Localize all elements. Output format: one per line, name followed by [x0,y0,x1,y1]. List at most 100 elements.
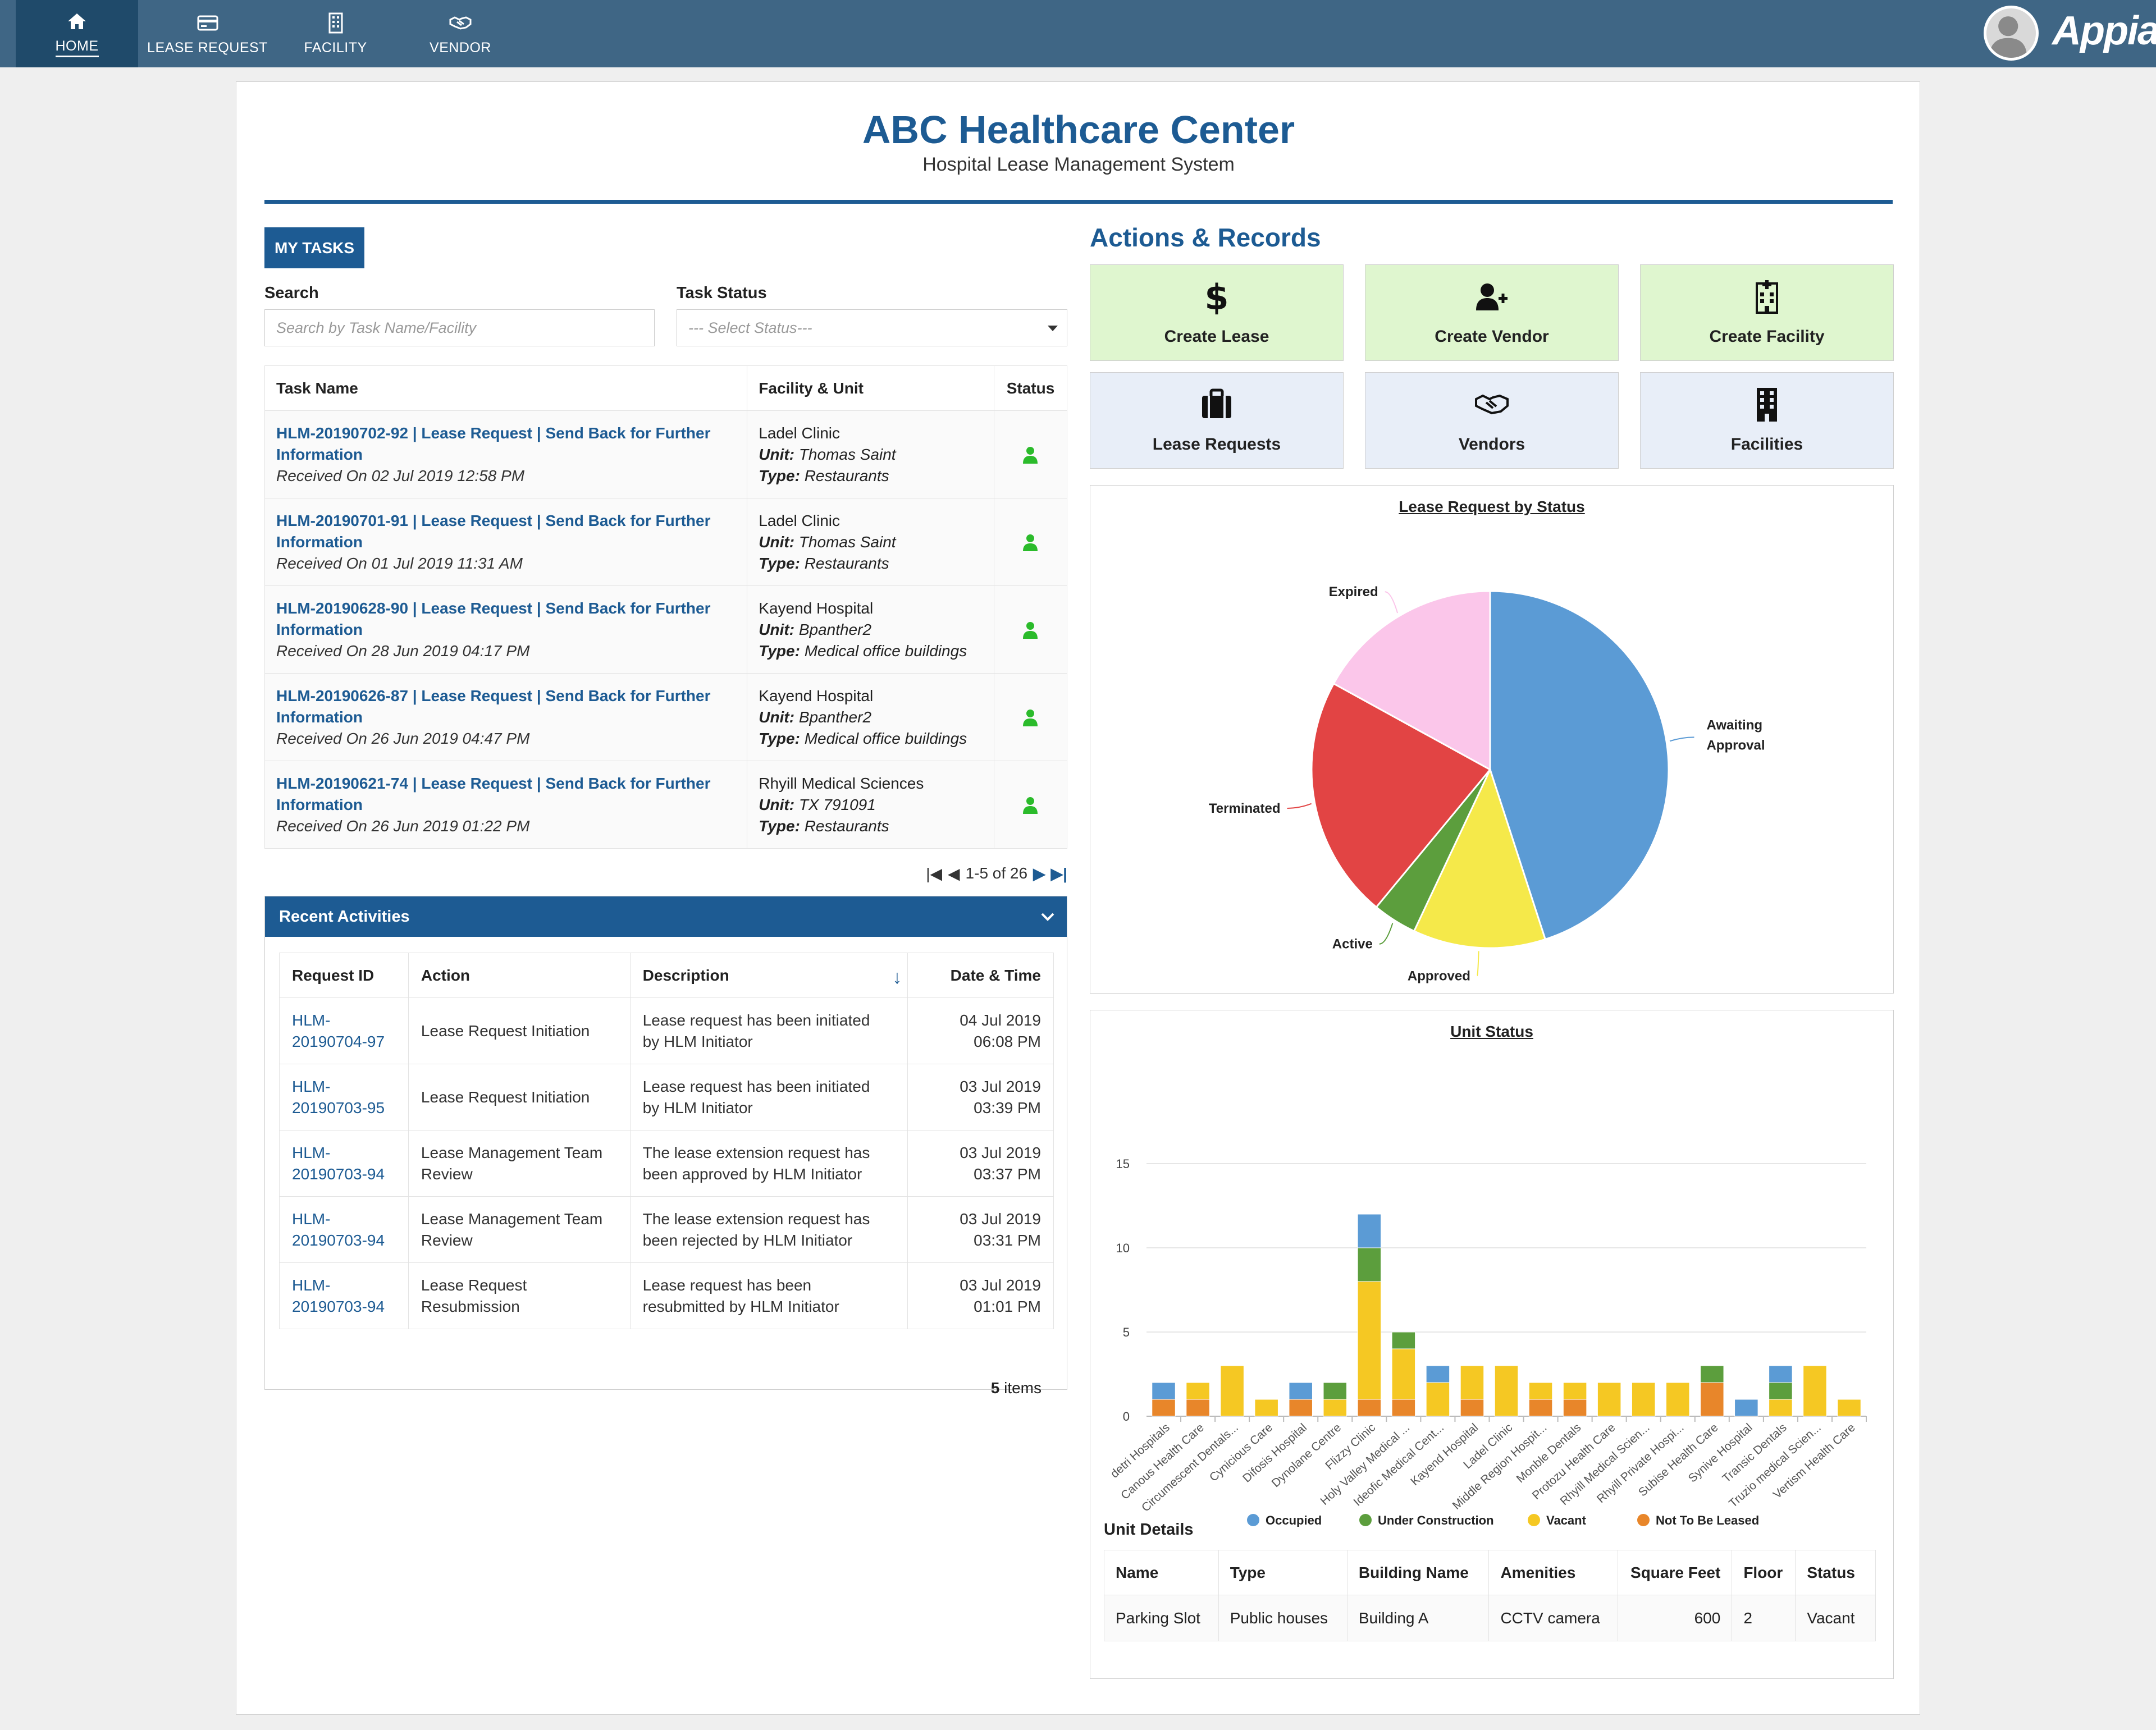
bar-segment[interactable] [1357,1399,1382,1417]
bar-segment[interactable] [1426,1365,1450,1383]
bar-segment[interactable] [1391,1348,1416,1400]
bar-segment[interactable] [1631,1382,1656,1417]
column-header-building-name[interactable]: Building Name [1346,1550,1490,1595]
column-header-status[interactable]: Status [1795,1550,1876,1595]
task-link[interactable]: HLM-20190702-92 | Lease Request | Send B… [276,424,711,463]
column-header-facility[interactable]: Facility & Unit [747,365,994,411]
nav-facility[interactable]: FACILITY [284,0,387,67]
column-header-square-feet[interactable]: Square Feet [1617,1550,1733,1595]
bar-segment[interactable] [1665,1382,1690,1417]
my-tasks-button[interactable]: MY TASKS [264,227,364,268]
table-row[interactable]: HLM-20190621-74 | Lease Request | Send B… [264,761,1068,849]
column-header-amenities[interactable]: Amenities [1488,1550,1618,1595]
bar-segment[interactable] [1323,1399,1347,1417]
pie-slice[interactable] [1413,767,1547,949]
bar-segment[interactable] [1391,1331,1416,1349]
bar-chart-title[interactable]: Unit Status [1450,1023,1533,1040]
column-header-task-name[interactable]: Task Name [264,365,748,411]
previous-page-icon[interactable]: ◀ [948,864,960,882]
legend-label[interactable]: Occupied [1266,1513,1322,1527]
bar-segment[interactable] [1186,1382,1210,1400]
table-row[interactable]: HLM-20190702-92 | Lease Request | Send B… [264,410,1068,498]
create-lease-tile[interactable]: $ Create Lease [1090,264,1344,361]
bar-segment[interactable] [1597,1382,1621,1417]
pie-slice[interactable] [1489,590,1670,941]
bar-segment[interactable] [1391,1399,1416,1417]
create-vendor-tile[interactable]: Create Vendor [1365,264,1619,361]
lease-requests-tile[interactable]: Lease Requests [1090,372,1344,469]
legend-label[interactable]: Under Construction [1378,1513,1494,1527]
task-link[interactable]: HLM-20190621-74 | Lease Request | Send B… [276,775,711,813]
task-link[interactable]: HLM-20190628-90 | Lease Request | Send B… [276,599,711,638]
user-status-icon[interactable] [1022,533,1039,551]
table-row[interactable]: HLM-20190701-91 | Lease Request | Send B… [264,498,1068,586]
request-id-cell[interactable]: HLM- 20190704-97 [279,997,409,1064]
bar-segment[interactable] [1460,1365,1484,1400]
bar-segment[interactable] [1152,1399,1176,1417]
column-header-date-time[interactable]: Date & Time [907,953,1054,998]
user-avatar[interactable] [1984,6,2039,61]
bar-segment[interactable] [1563,1382,1587,1400]
bar-segment[interactable] [1254,1399,1278,1417]
bar-segment[interactable] [1426,1382,1450,1417]
bar-segment[interactable] [1460,1399,1484,1417]
user-status-icon[interactable] [1022,446,1039,464]
request-id-cell[interactable]: HLM- 20190703-94 [279,1262,409,1329]
bar-segment[interactable] [1700,1382,1724,1417]
bar-segment[interactable] [1357,1214,1382,1248]
legend-label[interactable]: Vacant [1546,1513,1587,1527]
bar-segment[interactable] [1357,1281,1382,1400]
nav-lease-request[interactable]: LEASE REQUEST [147,0,268,67]
last-page-icon[interactable]: ▶| [1050,864,1067,882]
bar-segment[interactable] [1734,1399,1758,1417]
sort-descending-icon[interactable]: ↓ [892,966,902,988]
bar-segment[interactable] [1357,1247,1382,1282]
table-row[interactable]: HLM-20190628-90 | Lease Request | Send B… [264,585,1068,674]
chevron-down-icon[interactable] [1040,909,1056,925]
column-header-name[interactable]: Name [1104,1550,1219,1595]
create-facility-tile[interactable]: Create Facility [1640,264,1894,361]
request-id-cell[interactable]: HLM- 20190703-94 [279,1196,409,1263]
task-link[interactable]: HLM-20190626-87 | Lease Request | Send B… [276,687,711,726]
nav-vendor[interactable]: VENDOR [407,0,514,67]
request-id-cell[interactable]: HLM- 20190703-95 [279,1064,409,1131]
column-header-description[interactable]: Description ↓ [629,953,908,998]
column-header-floor[interactable]: Floor [1732,1550,1796,1595]
pie-slice[interactable] [1310,682,1492,909]
request-id-cell[interactable]: HLM- 20190703-94 [279,1130,409,1197]
table-row[interactable]: HLM-20190626-87 | Lease Request | Send B… [264,673,1068,761]
legend-label[interactable]: Not To Be Leased [1656,1513,1759,1527]
user-status-icon[interactable] [1022,708,1039,726]
bar-segment[interactable] [1220,1365,1244,1417]
bar-segment[interactable] [1769,1365,1793,1383]
bar-segment[interactable] [1769,1382,1793,1400]
bar-segment[interactable] [1494,1365,1519,1417]
column-header-type[interactable]: Type [1218,1550,1347,1595]
facilities-tile[interactable]: Facilities [1640,372,1894,469]
bar-segment[interactable] [1323,1382,1347,1400]
bar-segment[interactable] [1152,1382,1176,1400]
column-header-request-id[interactable]: Request ID [279,953,409,998]
user-status-icon[interactable] [1022,621,1039,639]
column-header-action[interactable]: Action [408,953,631,998]
recent-activities-header[interactable]: Recent Activities [265,896,1067,937]
bar-segment[interactable] [1700,1365,1724,1383]
vendors-tile[interactable]: Vendors [1365,372,1619,469]
search-input[interactable]: Search by Task Name/Facility [264,309,655,346]
bar-segment[interactable] [1837,1399,1861,1417]
bar-segment[interactable] [1803,1365,1827,1417]
first-page-icon[interactable]: |◀ [926,864,942,882]
next-page-icon[interactable]: ▶ [1033,864,1045,882]
user-status-icon[interactable] [1022,796,1039,814]
bar-segment[interactable] [1289,1399,1313,1417]
nav-home[interactable]: HOME [16,0,138,67]
bar-segment[interactable] [1186,1399,1210,1417]
task-status-select[interactable]: --- Select Status--- [677,309,1067,346]
pie-chart-title[interactable]: Lease Request by Status [1399,498,1585,515]
bar-segment[interactable] [1528,1382,1553,1400]
bar-segment[interactable] [1289,1382,1313,1400]
task-link[interactable]: HLM-20190701-91 | Lease Request | Send B… [276,512,711,551]
pie-slice[interactable] [1332,590,1491,771]
bar-segment[interactable] [1769,1399,1793,1417]
column-header-status[interactable]: Status [993,365,1068,411]
